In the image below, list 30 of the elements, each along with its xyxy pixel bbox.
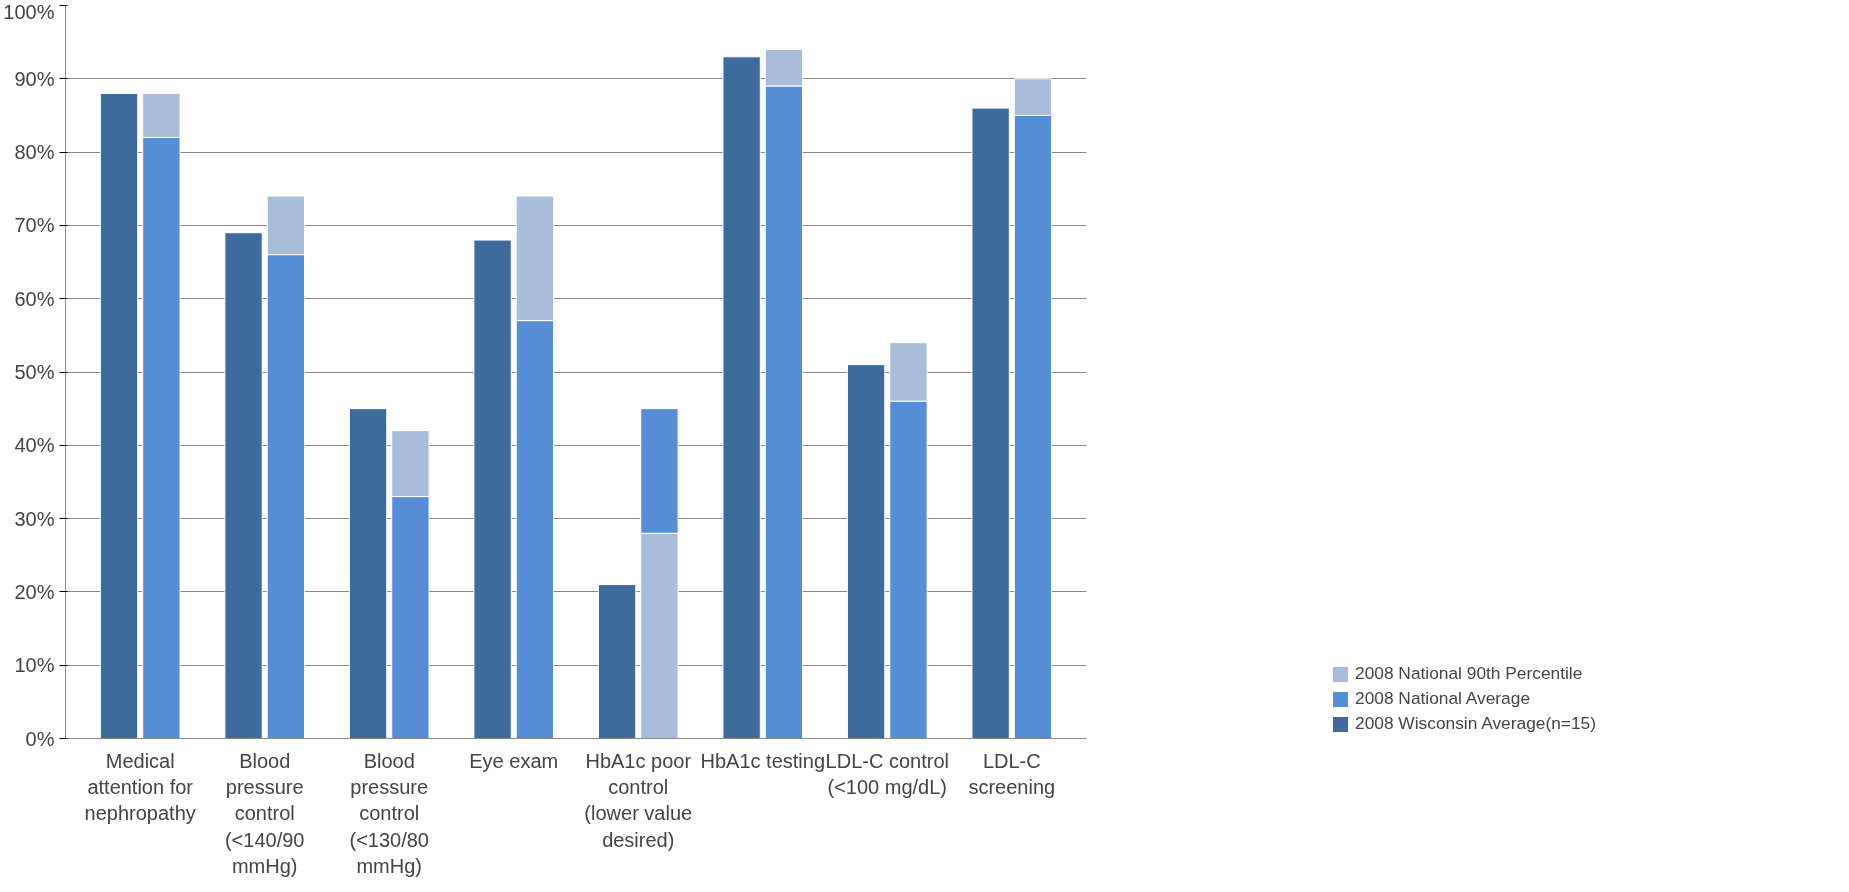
x-tick-label: Blood pressure control (<140/90 mmHg) (224, 749, 305, 878)
legend-label: 2008 National Average (1355, 688, 1531, 709)
x-tick-label: Blood pressure control (<130/80 mmHg) (349, 749, 429, 878)
y-tick-label: 40% (14, 434, 55, 457)
bar (473, 239, 512, 739)
x-tick-label: LDL-C control (<100 mg/dL) (825, 749, 949, 798)
y-tick-label: 10% (14, 654, 55, 677)
y-tick-label: 20% (14, 580, 55, 603)
bar (722, 56, 761, 739)
x-tick-label: Eye exam (469, 749, 559, 772)
legend-label: 2008 National 90th Percentile (1355, 663, 1583, 684)
bar (971, 107, 1010, 739)
bar (846, 364, 886, 739)
bar (224, 232, 263, 739)
x-tick-label: HbA1c testing (700, 749, 826, 772)
y-tick-label: 90% (14, 67, 55, 90)
y-tick-label: 80% (14, 141, 55, 164)
x-tick-label: Medical attention for nephropathy (84, 749, 196, 825)
bar (99, 92, 139, 739)
y-tick-label: 70% (14, 214, 55, 237)
y-tick-label: 30% (14, 507, 55, 530)
x-tick-label: LDL-C screening (968, 749, 1056, 798)
bar (597, 584, 637, 739)
x-tick-label: HbA1c poor control (lower value desired) (584, 749, 693, 851)
y-tick-label: 50% (14, 361, 55, 383)
y-tick-label: 0% (25, 727, 55, 750)
bar (348, 408, 388, 739)
y-tick-label: 100% (3, 0, 55, 23)
y-tick-label: 60% (14, 287, 55, 310)
legend-label: 2008 Wisconsin Average(n=15) (1355, 713, 1596, 734)
